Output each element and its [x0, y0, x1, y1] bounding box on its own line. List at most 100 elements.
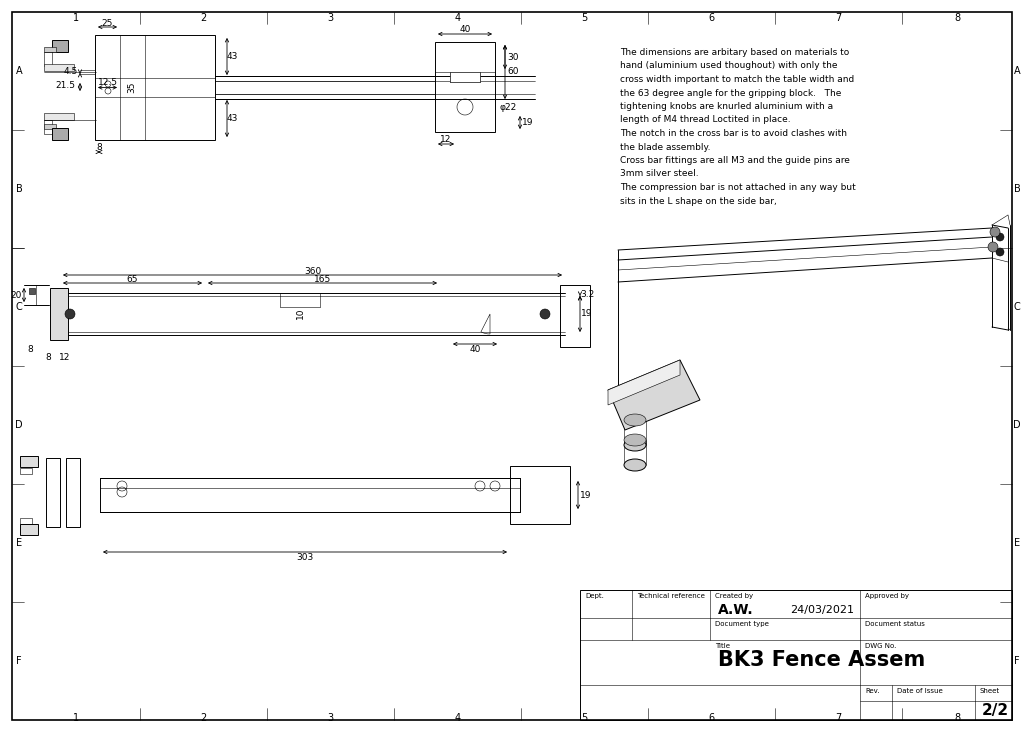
Text: 3mm silver steel.: 3mm silver steel. [620, 170, 698, 179]
Bar [44, 64, 74, 71]
Bar [100, 478, 520, 512]
Text: 4: 4 [455, 13, 461, 23]
Bar [580, 590, 1012, 720]
Bar [20, 518, 32, 524]
Circle shape [540, 309, 550, 319]
Bar [46, 458, 60, 527]
Bar [44, 120, 52, 134]
Text: A: A [1014, 66, 1020, 76]
Text: F: F [1014, 656, 1020, 666]
Text: Cross bar fittings are all M3 and the guide pins are: Cross bar fittings are all M3 and the gu… [620, 156, 850, 165]
Text: 4: 4 [455, 713, 461, 723]
Ellipse shape [624, 459, 646, 471]
Text: 5: 5 [582, 13, 588, 23]
Text: 20: 20 [10, 291, 22, 299]
Text: D: D [15, 420, 23, 430]
Text: 12.5: 12.5 [97, 78, 118, 87]
Text: 35: 35 [128, 82, 136, 93]
Text: 12: 12 [440, 135, 452, 143]
Bar [29, 288, 35, 294]
Text: the 63 degree angle for the gripping block.   The: the 63 degree angle for the gripping blo… [620, 89, 842, 97]
Text: C: C [15, 302, 23, 312]
Text: 3: 3 [328, 13, 334, 23]
Text: 43: 43 [226, 114, 238, 123]
Text: 24/03/2021: 24/03/2021 [790, 605, 854, 615]
Text: DWG No.: DWG No. [865, 643, 896, 649]
Text: Document status: Document status [865, 621, 925, 627]
Bar [44, 124, 56, 129]
Text: 12: 12 [59, 353, 71, 362]
Bar [435, 42, 495, 132]
Ellipse shape [624, 434, 646, 446]
Text: 3.2: 3.2 [580, 290, 594, 299]
Polygon shape [608, 360, 680, 405]
Text: 10: 10 [296, 307, 304, 318]
Text: Document type: Document type [715, 621, 769, 627]
Text: 5: 5 [582, 713, 588, 723]
Bar [44, 47, 56, 52]
Text: 19: 19 [582, 310, 593, 318]
Text: 60: 60 [507, 67, 519, 77]
Text: 8: 8 [96, 143, 101, 152]
Bar [450, 72, 480, 82]
Bar [20, 524, 38, 535]
Bar [44, 52, 52, 66]
Text: 8: 8 [954, 713, 961, 723]
Text: E: E [1014, 538, 1020, 548]
Bar [50, 288, 68, 340]
Bar [560, 285, 590, 347]
Text: 2: 2 [201, 13, 207, 23]
Circle shape [996, 248, 1004, 256]
Text: 303: 303 [296, 553, 313, 561]
Text: 2/2: 2/2 [981, 703, 1009, 719]
Text: C: C [1014, 302, 1020, 312]
Text: 3: 3 [328, 713, 334, 723]
Text: 40: 40 [460, 26, 471, 34]
Text: 65: 65 [127, 274, 138, 283]
Bar [510, 466, 570, 524]
Text: 7: 7 [836, 713, 842, 723]
Text: 40: 40 [469, 345, 480, 354]
Ellipse shape [624, 439, 646, 451]
Text: 8: 8 [954, 13, 961, 23]
Bar [20, 456, 38, 467]
Text: D: D [1013, 420, 1021, 430]
Text: E: E [16, 538, 23, 548]
Text: 19: 19 [522, 118, 534, 127]
Text: 2: 2 [201, 713, 207, 723]
Text: cross width important to match the table width and: cross width important to match the table… [620, 75, 854, 84]
Text: Approved by: Approved by [865, 593, 909, 599]
Text: 25: 25 [101, 18, 114, 28]
Text: tightening knobs are knurled aluminium with a: tightening knobs are knurled aluminium w… [620, 102, 834, 111]
Text: Rev.: Rev. [865, 688, 880, 694]
Text: 8: 8 [27, 346, 33, 354]
Text: A.W.: A.W. [718, 603, 754, 617]
Circle shape [996, 233, 1004, 241]
Text: 6: 6 [709, 13, 715, 23]
Circle shape [990, 227, 1000, 237]
Bar [44, 113, 74, 120]
Text: hand (aluminium used thoughout) with only the: hand (aluminium used thoughout) with onl… [620, 61, 838, 70]
Bar [52, 40, 68, 52]
Text: The dimensions are arbitary based on materials to: The dimensions are arbitary based on mat… [620, 48, 849, 57]
Text: 4.5: 4.5 [63, 67, 78, 77]
Text: A: A [15, 66, 23, 76]
Text: φ22: φ22 [500, 102, 517, 111]
Text: Dept.: Dept. [585, 593, 604, 599]
Text: sits in the L shape on the side bar,: sits in the L shape on the side bar, [620, 196, 777, 206]
Text: 19: 19 [581, 490, 592, 499]
Text: Created by: Created by [715, 593, 753, 599]
Bar [20, 468, 32, 474]
Circle shape [65, 309, 75, 319]
Text: Sheet: Sheet [980, 688, 1000, 694]
Bar [95, 35, 215, 140]
Text: BK3 Fence Assem: BK3 Fence Assem [718, 650, 926, 670]
Text: 30: 30 [507, 53, 519, 61]
Text: B: B [15, 184, 23, 194]
Text: 43: 43 [226, 52, 238, 61]
Text: Date of Issue: Date of Issue [897, 688, 943, 694]
Text: 165: 165 [314, 274, 331, 283]
Polygon shape [608, 360, 700, 430]
Text: length of M4 thread Loctited in place.: length of M4 thread Loctited in place. [620, 116, 791, 124]
Bar [66, 458, 80, 527]
